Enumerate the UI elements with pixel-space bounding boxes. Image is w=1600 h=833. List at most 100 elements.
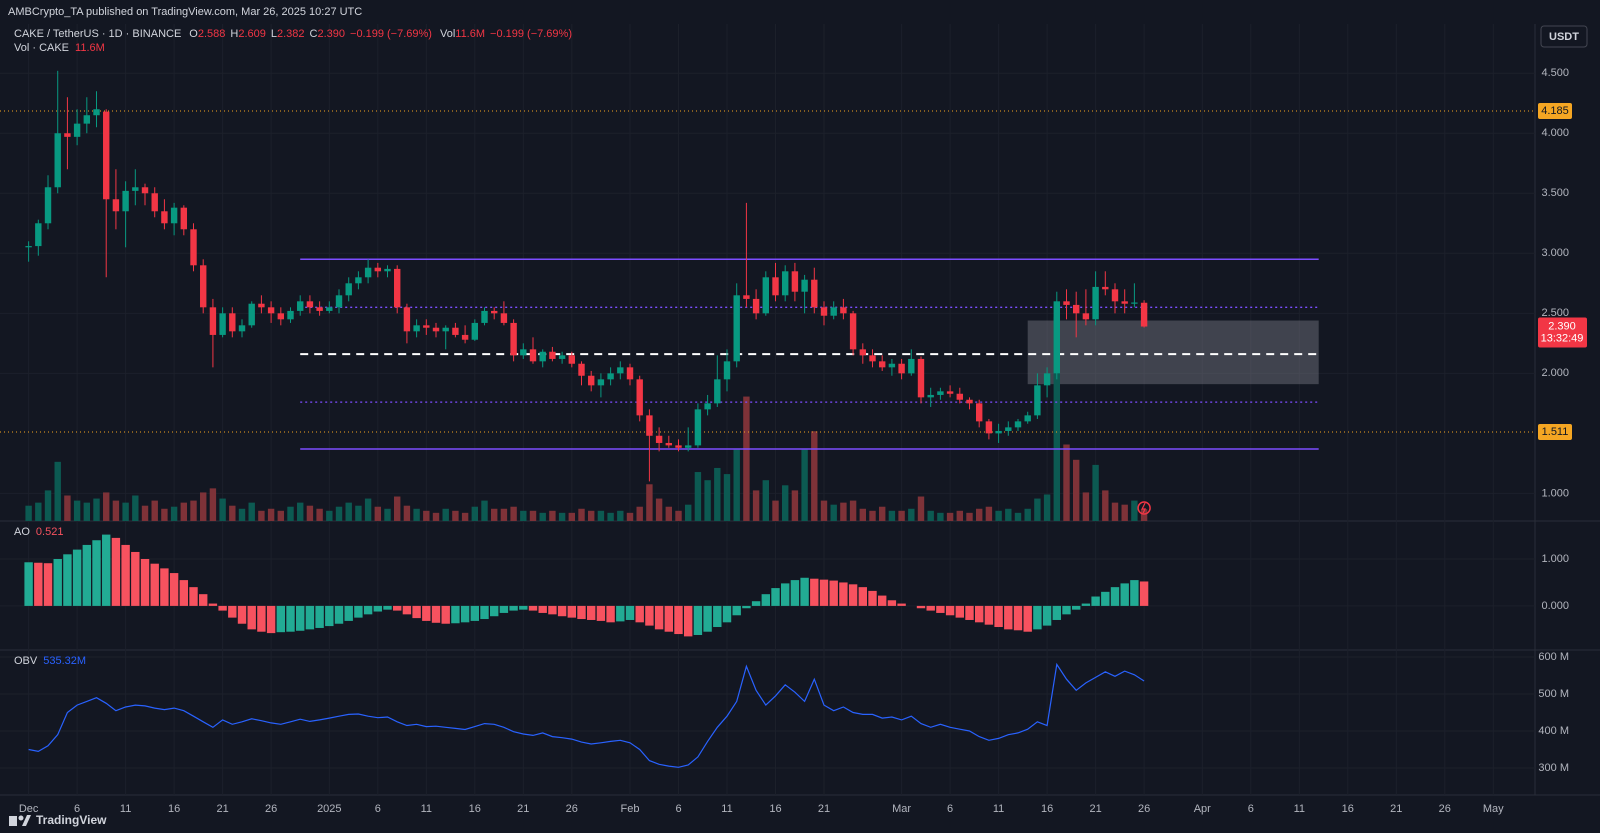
ao-bar	[703, 605, 712, 632]
volume-bar	[1072, 459, 1080, 521]
volume-bar	[568, 512, 576, 521]
logo-part	[9, 816, 17, 826]
candle-body	[345, 283, 352, 296]
candle-body	[966, 399, 973, 404]
volume-bar	[170, 506, 178, 521]
ao-value: 0.521	[36, 526, 64, 538]
volume-bar	[132, 495, 139, 521]
volume-bar	[452, 510, 459, 521]
ao-bar	[460, 605, 470, 623]
volume-legend-label: Vol	[440, 28, 455, 40]
x-tick-label: 6	[74, 803, 80, 815]
ao-bar	[82, 544, 92, 606]
volume-bar	[54, 461, 61, 521]
ao-bar	[218, 605, 227, 611]
ao-bar	[92, 540, 101, 606]
ao-bar	[596, 605, 606, 621]
ao-bar	[1062, 605, 1071, 615]
ao-bar	[1052, 605, 1061, 620]
y-tick-label: 2.000	[1541, 367, 1569, 379]
ao-bar	[63, 554, 72, 606]
volume-bar	[1082, 492, 1090, 521]
ao-bar	[790, 580, 800, 606]
key-level-tag	[1538, 103, 1572, 120]
volume-bar	[655, 498, 663, 521]
currency-button[interactable]	[1540, 25, 1588, 48]
ao-bar	[606, 605, 615, 623]
ao-bar	[732, 605, 741, 616]
volume-bar	[1053, 317, 1060, 521]
ao-bar	[480, 605, 489, 620]
candle-body	[180, 207, 188, 230]
x-tick-label: 16	[469, 803, 481, 815]
ao-bar	[567, 605, 577, 618]
candle-body	[1131, 302, 1138, 304]
ao-bar	[1120, 583, 1129, 606]
y-tick-label: 1.000	[1541, 553, 1569, 565]
volume-bar	[122, 502, 129, 521]
volume-bar	[520, 510, 527, 521]
ao-bar	[422, 605, 431, 621]
ao-bar	[674, 605, 683, 635]
candle-body	[267, 307, 275, 314]
x-tick-label: May	[1483, 803, 1504, 815]
volume-bar	[869, 510, 876, 521]
x-tick-label: Mar	[892, 803, 911, 815]
ao-bar	[819, 579, 829, 606]
ao-bar	[179, 580, 189, 606]
candle-body	[791, 271, 799, 292]
volume-bar	[1024, 508, 1031, 521]
volume-bar	[267, 508, 275, 521]
volume-bar	[665, 506, 673, 521]
candle-body	[704, 403, 711, 410]
symbol: CAKE / TetherUS · 1D · BINANCE	[14, 28, 181, 40]
ao-bar	[878, 595, 887, 606]
replay-icon	[1141, 502, 1147, 514]
ao-bar	[160, 568, 169, 606]
candle-body	[238, 325, 246, 332]
volume-bar	[209, 488, 217, 521]
volume-bar	[879, 506, 886, 521]
candle-body	[25, 246, 32, 248]
candle-body	[287, 310, 294, 320]
ao-bar	[742, 605, 751, 609]
ao-bar	[412, 605, 421, 619]
candle-body	[869, 355, 876, 362]
replay-icon	[1137, 501, 1151, 515]
y-tick-label: 300 M	[1538, 762, 1569, 774]
candle-body	[64, 133, 71, 137]
candle-body	[1082, 313, 1090, 320]
candle-body	[956, 393, 963, 400]
volume-bar	[529, 510, 537, 521]
volume-bar	[64, 495, 71, 521]
volume-bar	[364, 498, 372, 521]
x-tick-label: 21	[1089, 803, 1101, 815]
candle-body	[229, 313, 236, 332]
volume-bar	[607, 512, 614, 521]
x-tick-label: 11	[721, 803, 732, 815]
tradingview-logo	[9, 815, 31, 826]
ao-bar	[897, 603, 906, 606]
candle-body	[35, 223, 42, 247]
volume-bar	[229, 505, 236, 521]
candle-body	[646, 415, 653, 436]
ao-title: AO	[14, 526, 30, 538]
volume-bar	[636, 506, 643, 521]
candle-body	[675, 445, 682, 448]
candle-body	[655, 435, 663, 443]
volume-bar	[413, 508, 420, 521]
x-tick-label: 11	[1294, 803, 1305, 815]
candle-body	[112, 199, 120, 212]
currency-label[interactable]: USDT	[1549, 31, 1579, 43]
x-tick-label: 11	[120, 803, 131, 815]
ao-bar	[499, 605, 509, 613]
candle-body	[811, 279, 818, 308]
change: −0.199 (−7.69%)	[350, 28, 432, 40]
publish-note: AMBCrypto_TA published on TradingView.co…	[8, 6, 362, 18]
volume-bar	[500, 508, 508, 521]
volume-bar	[782, 485, 789, 521]
volume-bar	[316, 508, 323, 521]
candle-body	[927, 394, 934, 398]
